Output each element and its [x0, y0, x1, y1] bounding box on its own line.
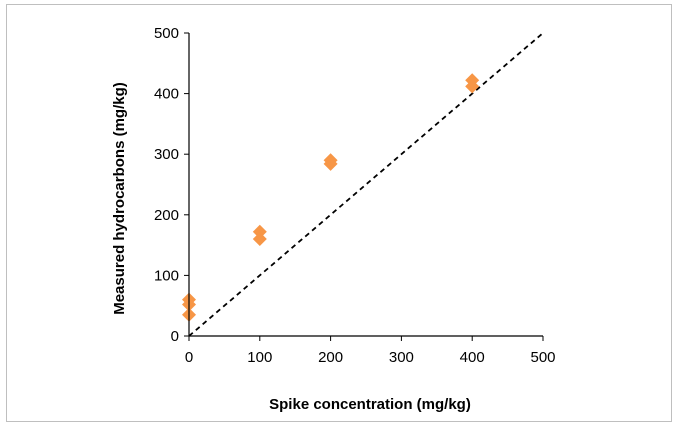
reference-line — [188, 32, 544, 337]
data-point — [252, 224, 267, 239]
y-tick-label: 200 — [154, 207, 179, 224]
data-point — [323, 156, 338, 171]
y-tick-label: 100 — [154, 267, 179, 284]
x-tick-label: 400 — [460, 349, 485, 366]
data-point — [252, 232, 267, 247]
y-tick-label: 500 — [154, 25, 179, 42]
x-tick-label: 0 — [185, 349, 193, 366]
y-tick-label: 300 — [154, 146, 179, 163]
y-tick-label: 400 — [154, 86, 179, 103]
chart-frame — [6, 4, 672, 422]
data-points — [182, 73, 480, 322]
y-axis-ticks: 0 100 200 300 400 500 — [154, 25, 189, 345]
x-axis-ticks: 0 100 200 300 400 500 — [185, 336, 556, 366]
data-point — [465, 79, 480, 94]
y-tick-label: 0 — [171, 328, 179, 345]
x-tick-label: 200 — [318, 349, 343, 366]
y-axis-title: Measured hydrocarbons (mg/kg) — [111, 82, 128, 315]
x-tick-label: 300 — [389, 349, 414, 366]
x-axis-title: Spike concentration (mg/kg) — [269, 396, 471, 413]
x-tick-label: 100 — [247, 349, 272, 366]
x-tick-label: 500 — [530, 349, 555, 366]
